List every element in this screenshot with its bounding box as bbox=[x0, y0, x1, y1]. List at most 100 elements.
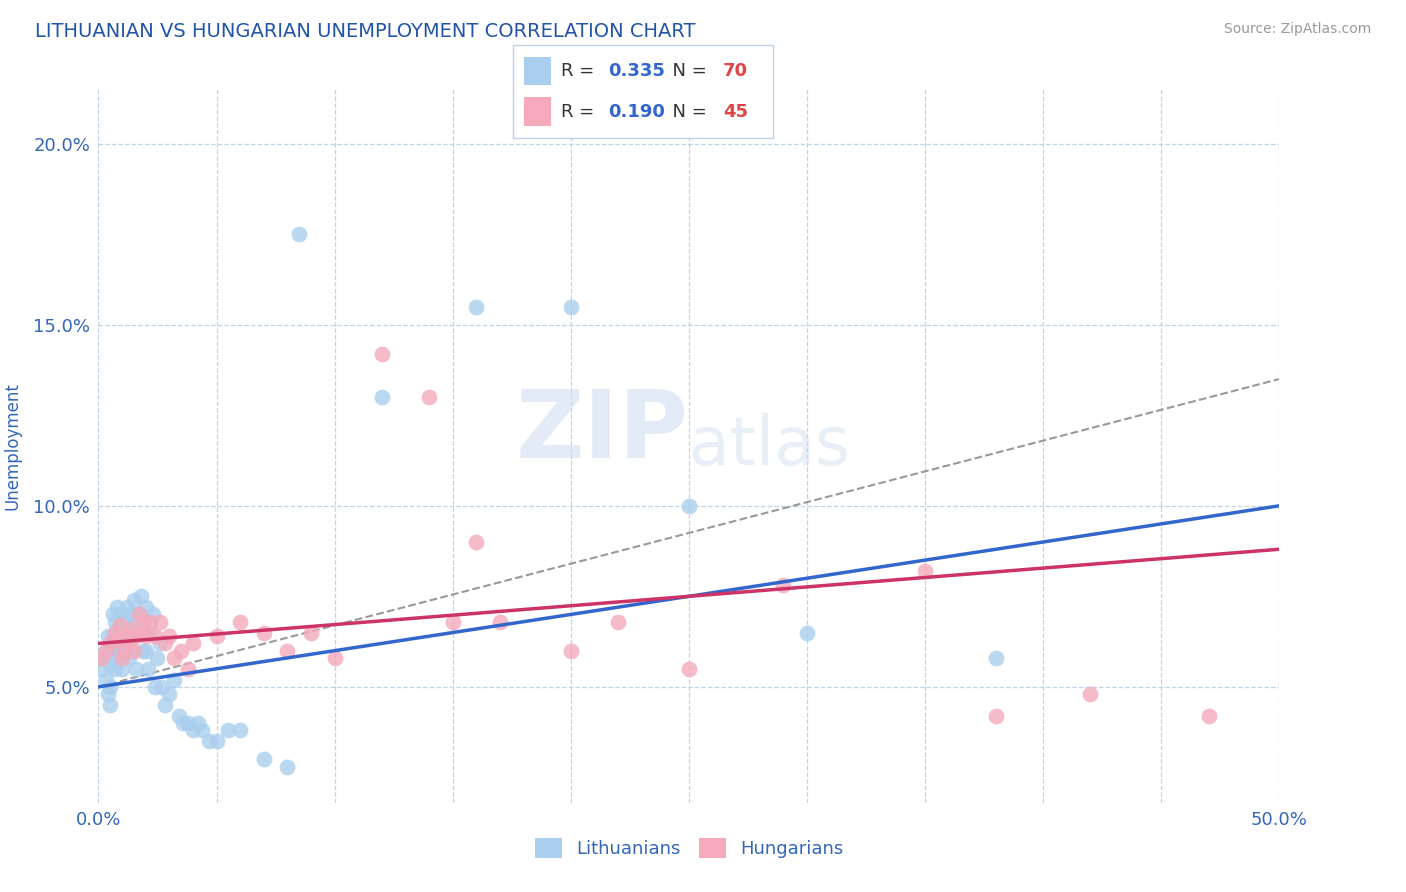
Point bbox=[115, 629, 138, 643]
Point bbox=[122, 629, 145, 643]
Point bbox=[163, 673, 186, 687]
Point bbox=[105, 625, 128, 640]
Point bbox=[371, 346, 394, 360]
Point bbox=[181, 636, 204, 650]
Y-axis label: Unemployment: Unemployment bbox=[4, 382, 22, 510]
Point bbox=[276, 759, 298, 773]
Point bbox=[157, 629, 180, 643]
Point bbox=[105, 632, 128, 647]
Point bbox=[105, 651, 128, 665]
Point bbox=[118, 651, 141, 665]
Text: R =: R = bbox=[561, 103, 600, 120]
Point bbox=[198, 734, 221, 748]
Point bbox=[607, 615, 630, 629]
Point bbox=[187, 716, 209, 731]
Text: N =: N = bbox=[661, 62, 713, 80]
Point bbox=[90, 651, 112, 665]
Text: 45: 45 bbox=[723, 103, 748, 120]
Point bbox=[323, 651, 346, 665]
Point bbox=[288, 227, 311, 241]
Point bbox=[678, 662, 700, 676]
Text: 0.335: 0.335 bbox=[609, 62, 665, 80]
Point bbox=[118, 622, 141, 636]
Point bbox=[136, 662, 159, 676]
Point bbox=[163, 651, 186, 665]
Point bbox=[121, 643, 143, 657]
Point bbox=[129, 625, 152, 640]
Point bbox=[98, 680, 121, 694]
Point bbox=[153, 698, 176, 712]
Point bbox=[253, 752, 276, 766]
Point bbox=[94, 643, 117, 657]
Point bbox=[104, 636, 127, 650]
Point bbox=[121, 622, 143, 636]
Point bbox=[149, 636, 172, 650]
Point bbox=[108, 618, 131, 632]
Point bbox=[157, 687, 180, 701]
Point bbox=[139, 625, 162, 640]
Point bbox=[418, 390, 440, 404]
Point bbox=[118, 636, 141, 650]
Point bbox=[142, 607, 165, 622]
Legend: Lithuanians, Hungarians: Lithuanians, Hungarians bbox=[527, 830, 851, 865]
Text: 70: 70 bbox=[723, 62, 748, 80]
Point bbox=[97, 629, 120, 643]
Point bbox=[111, 651, 134, 665]
Point bbox=[108, 618, 131, 632]
Text: LITHUANIAN VS HUNGARIAN UNEMPLOYMENT CORRELATION CHART: LITHUANIAN VS HUNGARIAN UNEMPLOYMENT COR… bbox=[35, 22, 696, 41]
Point bbox=[143, 680, 166, 694]
Text: atlas: atlas bbox=[689, 413, 849, 479]
Point bbox=[229, 723, 252, 738]
Point bbox=[217, 723, 239, 738]
Point bbox=[167, 709, 190, 723]
Point bbox=[98, 658, 121, 673]
Point bbox=[97, 687, 120, 701]
Point bbox=[153, 636, 176, 650]
Point bbox=[111, 662, 134, 676]
Point bbox=[984, 651, 1007, 665]
Point bbox=[253, 625, 276, 640]
Point bbox=[90, 662, 112, 676]
Point bbox=[115, 632, 138, 647]
Point bbox=[678, 499, 700, 513]
Point bbox=[177, 716, 200, 731]
Text: 0.190: 0.190 bbox=[609, 103, 665, 120]
Point bbox=[150, 680, 173, 694]
Point bbox=[108, 643, 131, 657]
Point bbox=[132, 643, 155, 657]
Point bbox=[172, 716, 194, 731]
Point bbox=[111, 636, 134, 650]
Point bbox=[122, 643, 145, 657]
Point bbox=[371, 390, 394, 404]
Point bbox=[101, 629, 124, 643]
Point bbox=[125, 615, 148, 629]
Point bbox=[143, 629, 166, 643]
Point bbox=[125, 662, 148, 676]
Point bbox=[104, 615, 127, 629]
Point bbox=[299, 625, 322, 640]
Point bbox=[135, 629, 157, 643]
Point bbox=[101, 643, 124, 657]
Point bbox=[105, 600, 128, 615]
Point bbox=[914, 564, 936, 578]
Point bbox=[560, 300, 582, 314]
Point bbox=[1080, 687, 1102, 701]
Point bbox=[94, 673, 117, 687]
Point bbox=[181, 723, 204, 738]
Text: Source: ZipAtlas.com: Source: ZipAtlas.com bbox=[1223, 22, 1371, 37]
Point bbox=[129, 625, 152, 640]
Point bbox=[122, 593, 145, 607]
Bar bbox=[524, 97, 551, 126]
Point bbox=[112, 643, 135, 657]
Point bbox=[125, 629, 148, 643]
Point bbox=[135, 643, 157, 657]
Point bbox=[129, 590, 152, 604]
Point bbox=[135, 600, 157, 615]
Point bbox=[465, 535, 488, 549]
Point bbox=[146, 651, 169, 665]
Point bbox=[229, 615, 252, 629]
Text: N =: N = bbox=[661, 103, 713, 120]
Point bbox=[465, 300, 488, 314]
Point bbox=[91, 651, 114, 665]
Point bbox=[984, 709, 1007, 723]
